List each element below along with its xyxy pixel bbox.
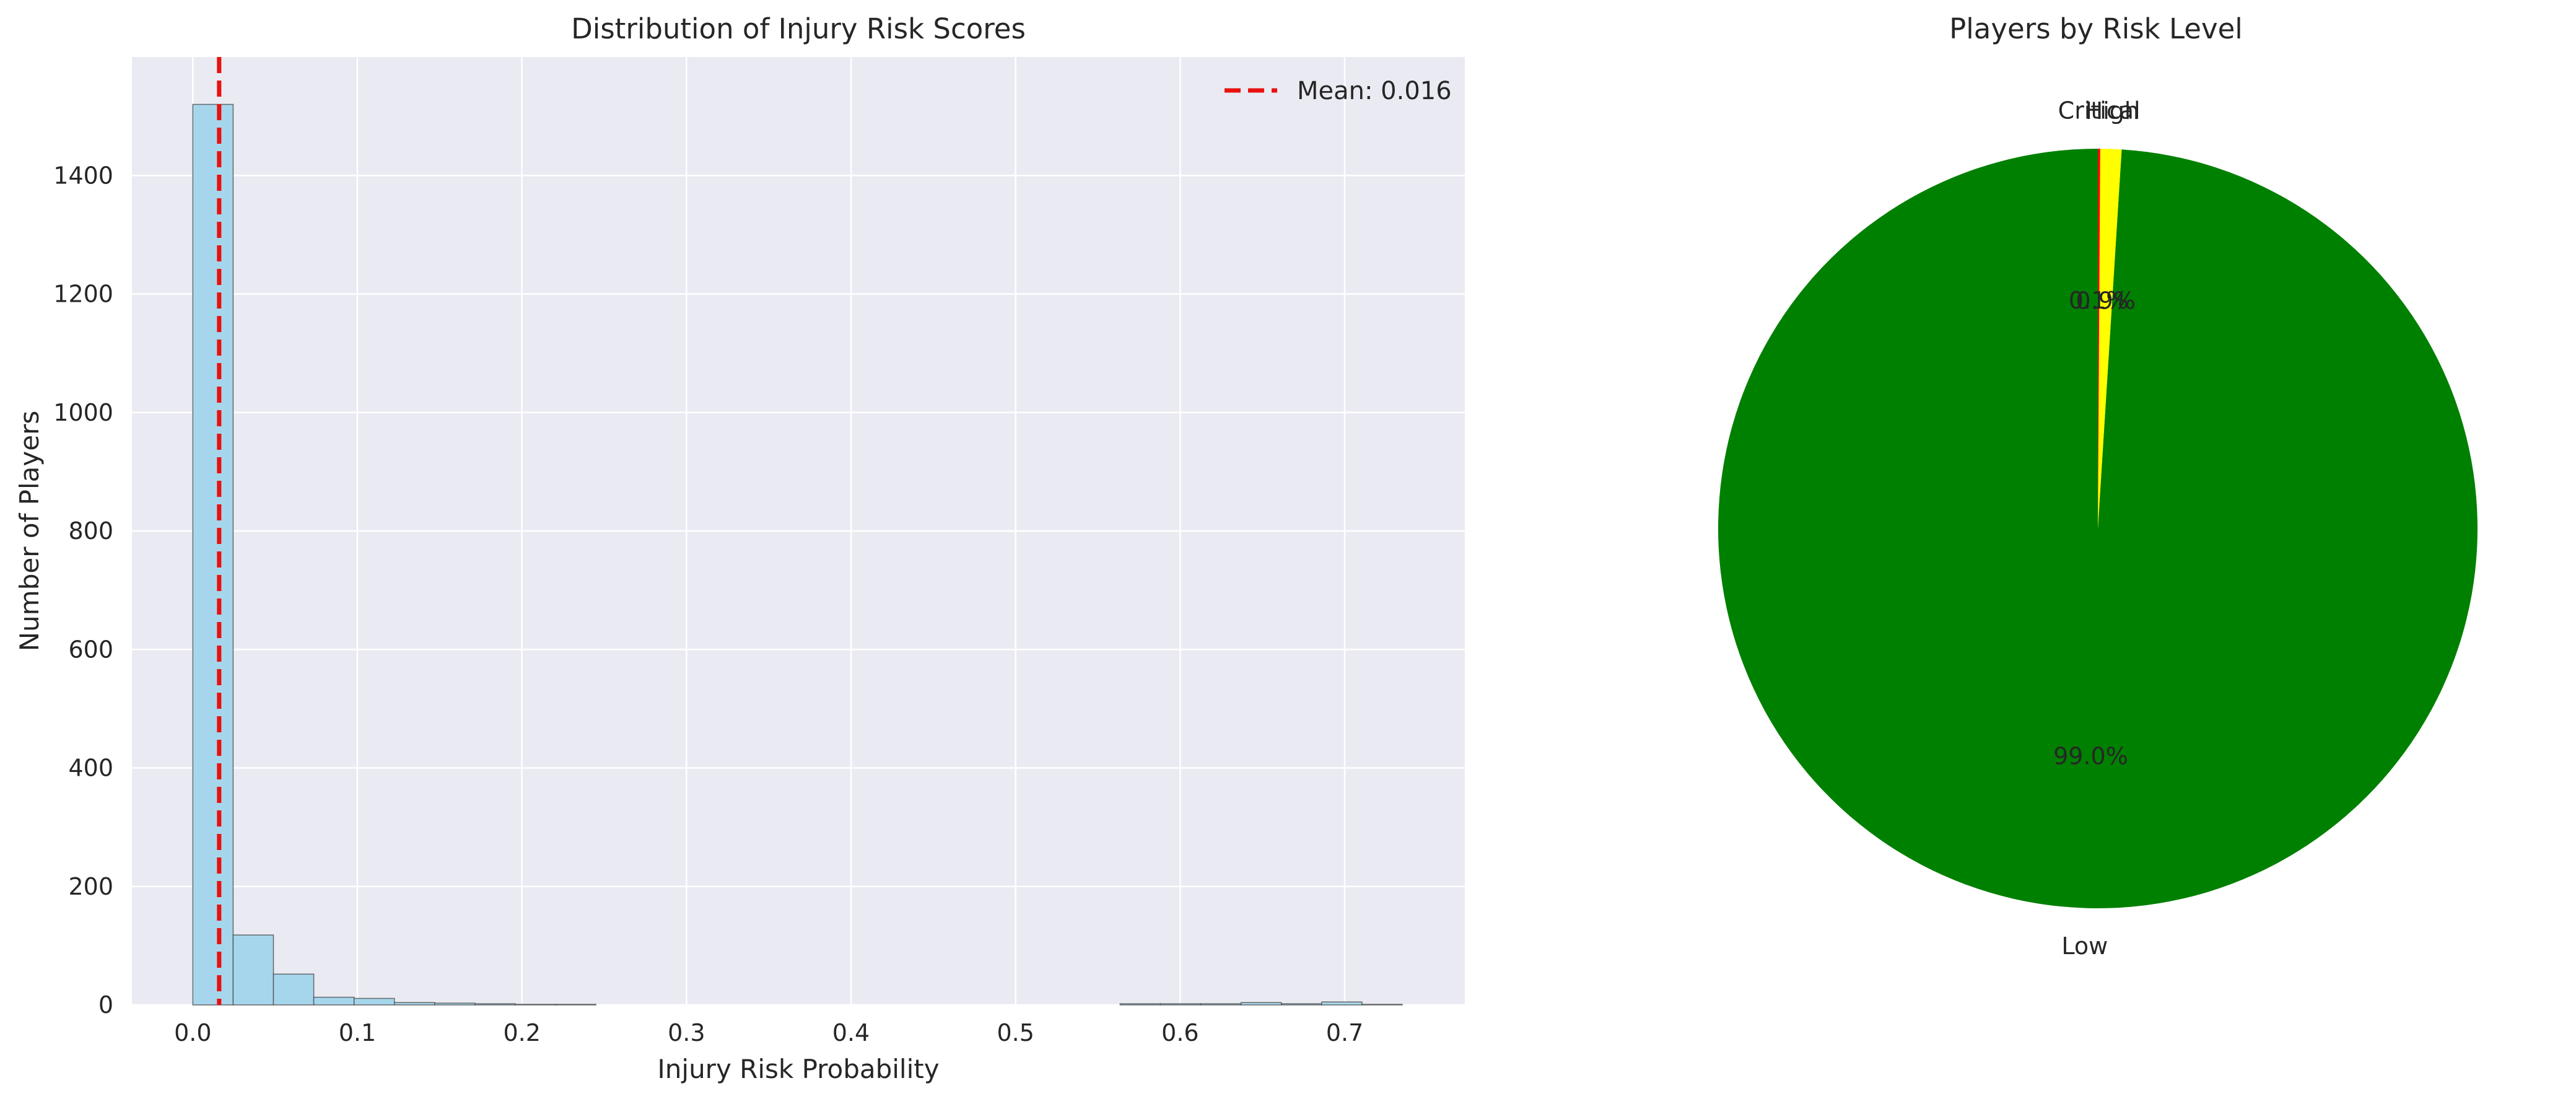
histogram-bar [1240, 1002, 1282, 1006]
histogram-bar [394, 1002, 435, 1006]
x-tick-label: 0.7 [1326, 1019, 1363, 1046]
histogram-bar [1119, 1003, 1161, 1006]
x-tick-label: 0.3 [668, 1019, 705, 1046]
histogram-bar [1159, 1003, 1202, 1006]
y-tick-label: 200 [68, 873, 113, 900]
pie-slice-critical [2098, 149, 2100, 528]
histogram-bar [232, 934, 274, 1006]
x-tick-label: 0.4 [832, 1019, 870, 1046]
pie-chart: Players by Risk Level Low 99.0% High 0.9% Cr… [1718, 12, 2478, 960]
x-axis-label: Injury Risk Probability [657, 1054, 939, 1084]
x-tick-label: 0.5 [997, 1019, 1034, 1046]
pie-labels: Low 99.0% High 0.9% Critical 0.1% [2053, 97, 2140, 960]
x-tick-label: 0.1 [339, 1019, 376, 1046]
histogram-bar [474, 1003, 516, 1006]
x-tick-label: 0.6 [1161, 1019, 1198, 1046]
y-tick-labels: 0 200 400 600 800 1000 1200 1400 [53, 162, 113, 1019]
histogram-bar [273, 973, 315, 1006]
y-tick-label: 800 [68, 517, 113, 545]
y-tick-label: 1200 [53, 281, 113, 308]
y-tick-label: 400 [68, 755, 113, 782]
pie-title: Players by Risk Level [1949, 12, 2243, 45]
legend-mean-label: Mean: 0.016 [1297, 77, 1452, 105]
legend: Mean: 0.016 [1225, 77, 1452, 105]
y-tick-label: 600 [68, 636, 113, 663]
y-axis-label: Number of Players [14, 411, 45, 651]
histogram-bar [1361, 1004, 1403, 1006]
pie-pct-label: 99.0% [2053, 743, 2128, 770]
histogram-bar [515, 1004, 556, 1006]
histogram-bar [555, 1004, 596, 1006]
histogram-bar [1200, 1003, 1242, 1006]
x-tick-label: 0.2 [503, 1019, 540, 1046]
histogram-bars [192, 103, 1403, 1006]
histogram-bar [192, 103, 234, 1006]
y-tick-label: 0 [98, 991, 113, 1019]
pie-pct-label: 0.1% [2069, 287, 2129, 314]
x-tick-label: 0.0 [174, 1019, 211, 1046]
x-tick-labels: 0.0 0.1 0.2 0.3 0.4 0.5 0.6 0.7 [174, 1019, 1363, 1046]
pie-slice-low [1718, 149, 2478, 908]
histogram-bar [313, 996, 355, 1006]
histogram-chart: 0.0 0.1 0.2 0.3 0.4 0.5 0.6 0.7 0 200 400 600 800 10… [14, 12, 1465, 1084]
y-tick-label: 1000 [53, 399, 113, 426]
y-tick-label: 1400 [53, 162, 113, 189]
pie-slices [1718, 149, 2478, 908]
histogram-bar [353, 997, 395, 1006]
histogram-bar [434, 1002, 476, 1006]
histogram-bar [1321, 1001, 1363, 1006]
histogram-title: Distribution of Injury Risk Scores [571, 12, 1026, 45]
pie-pct-label: 0.9% [2076, 287, 2136, 314]
histogram-bar [1281, 1003, 1322, 1006]
pie-label: High [2085, 97, 2139, 125]
pie-slice-high [2098, 149, 2122, 529]
pie-label: Low [2061, 932, 2108, 960]
pie-label: Critical [2058, 97, 2141, 125]
